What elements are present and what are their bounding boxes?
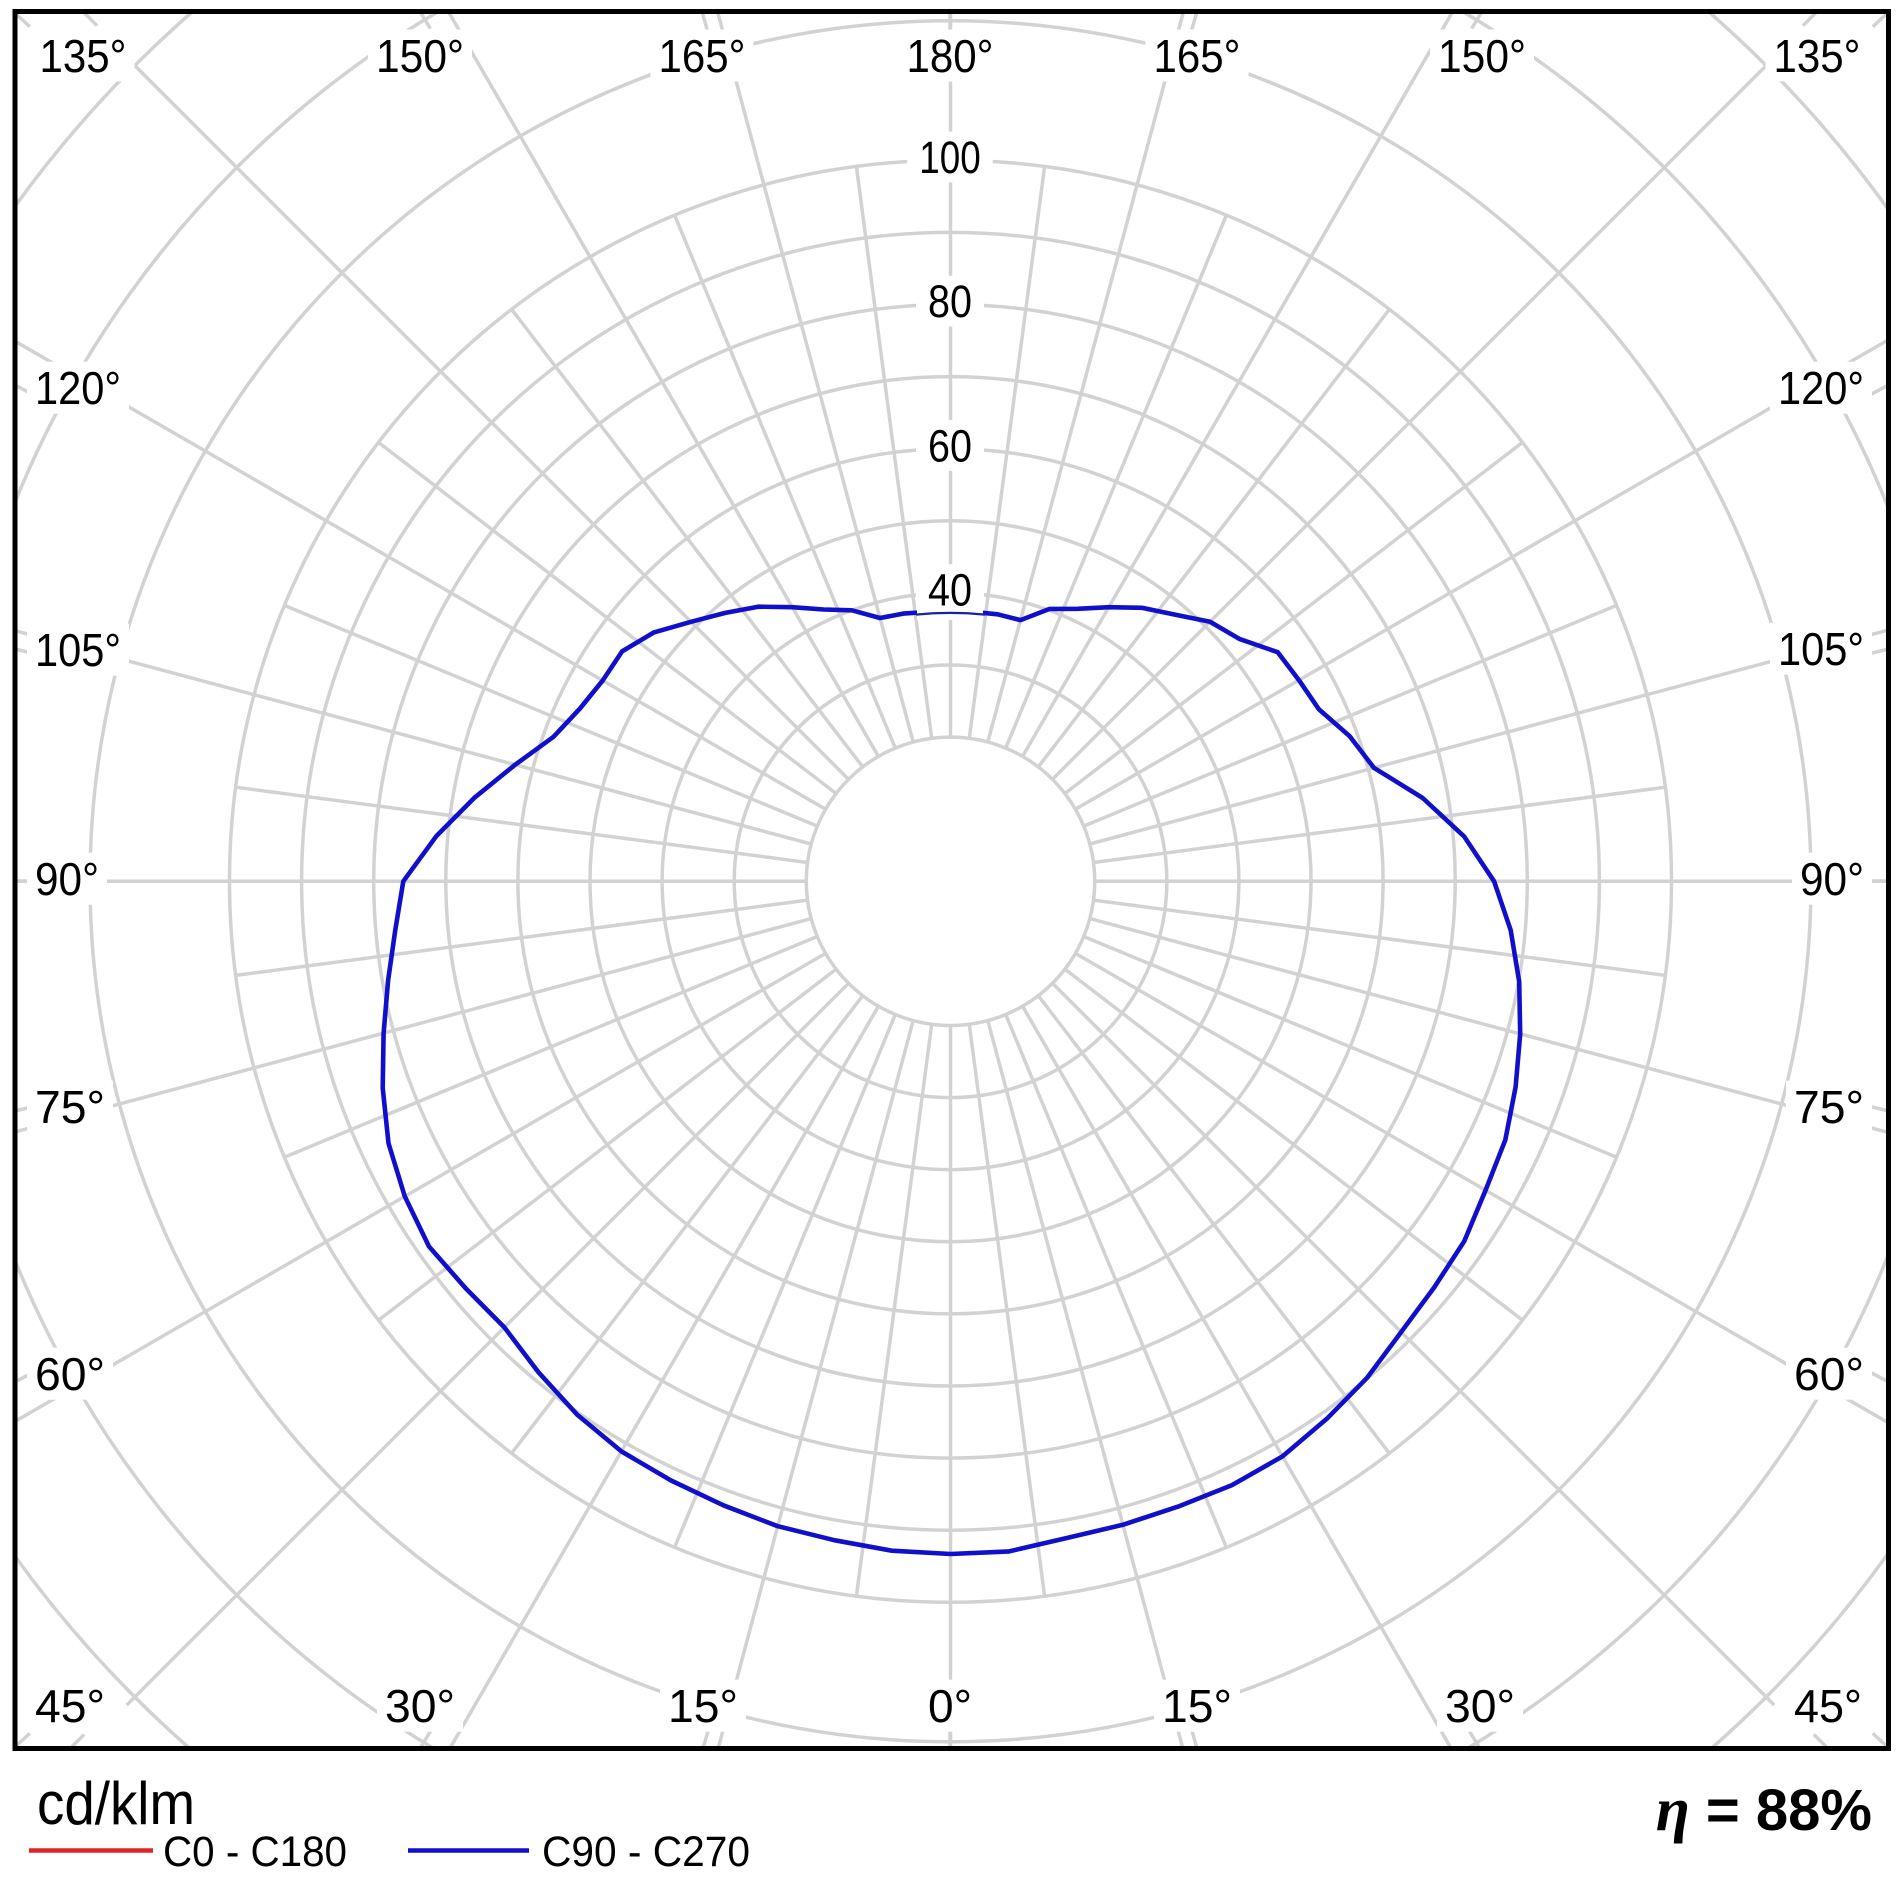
svg-text:100: 100 [919, 132, 981, 183]
svg-text:60°: 60° [1794, 1348, 1864, 1400]
svg-text:C0 - C180: C0 - C180 [163, 1828, 347, 1876]
svg-text:105°: 105° [35, 624, 121, 676]
svg-text:75°: 75° [1794, 1081, 1864, 1133]
svg-text:120°: 120° [1778, 362, 1864, 414]
svg-text:η = 88%: η = 88% [1656, 1776, 1872, 1844]
svg-text:15°: 15° [668, 1680, 738, 1732]
svg-text:90°: 90° [1800, 853, 1864, 905]
svg-text:30°: 30° [385, 1680, 455, 1732]
svg-text:75°: 75° [35, 1081, 105, 1133]
svg-text:45°: 45° [1794, 1680, 1862, 1732]
svg-text:cd/klm: cd/klm [37, 1770, 195, 1837]
svg-text:60°: 60° [35, 1348, 105, 1400]
svg-text:105°: 105° [1778, 623, 1864, 675]
svg-text:150°: 150° [1438, 30, 1526, 82]
svg-text:0°: 0° [928, 1680, 972, 1732]
svg-text:165°: 165° [659, 30, 746, 82]
svg-text:40: 40 [928, 565, 972, 616]
svg-text:80: 80 [928, 276, 972, 327]
svg-text:180°: 180° [907, 30, 994, 82]
svg-text:60: 60 [928, 420, 972, 471]
svg-text:135°: 135° [40, 30, 127, 82]
svg-text:150°: 150° [376, 30, 464, 82]
svg-text:45°: 45° [35, 1680, 105, 1732]
svg-text:C90 - C270: C90 - C270 [542, 1828, 750, 1876]
svg-text:135°: 135° [1774, 30, 1861, 82]
svg-text:90°: 90° [35, 853, 99, 905]
svg-text:30°: 30° [1445, 1680, 1515, 1732]
svg-text:120°: 120° [35, 362, 121, 414]
svg-text:165°: 165° [1154, 30, 1241, 82]
svg-text:15°: 15° [1162, 1680, 1232, 1732]
